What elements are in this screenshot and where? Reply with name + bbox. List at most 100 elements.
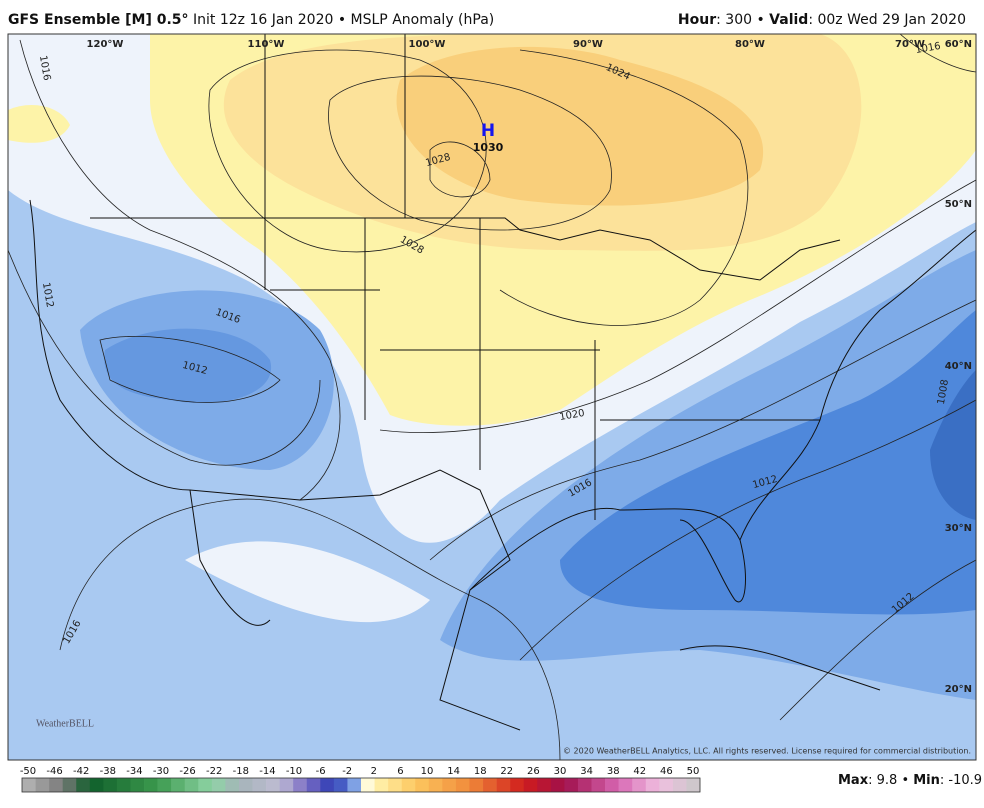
anomaly-orange: [396, 46, 764, 206]
colorbar-swatch: [103, 778, 118, 792]
colorbar-swatch: [279, 778, 294, 792]
colorbar-swatch: [211, 778, 226, 792]
copyright: © 2020 WeatherBELL Analytics, LLC. All r…: [563, 747, 971, 756]
contour-label: 1016: [37, 55, 52, 82]
colorbar-swatch: [184, 778, 199, 792]
latitude-label: 60°N: [945, 39, 972, 50]
contour-label: 1012: [40, 282, 55, 309]
colorbar-tick-label: -50: [20, 766, 36, 777]
longitude-label: 90°W: [573, 39, 603, 50]
colorbar-tick-label: -30: [153, 766, 169, 777]
colorbar-swatch: [171, 778, 186, 792]
header-left: GFS Ensemble [M] 0.5° Init 12z 16 Jan 20…: [8, 12, 494, 28]
colorbar-swatch: [35, 778, 50, 792]
colorbar-tick-label: 38: [607, 766, 620, 777]
colorbar-swatch: [455, 778, 470, 792]
colorbar-swatch: [510, 778, 525, 792]
colorbar-tick-label: -34: [126, 766, 142, 777]
colorbar-swatch: [564, 778, 579, 792]
latitude-label: 50°N: [945, 199, 972, 210]
colorbar-swatch: [116, 778, 131, 792]
latitude-label: 20°N: [945, 684, 972, 695]
colorbar-tick-label: -2: [342, 766, 352, 777]
max-sep: :: [868, 773, 877, 788]
pressure-center-letter: H: [481, 121, 495, 141]
hour-label: Hour: [677, 12, 717, 28]
contour-label: 1016: [915, 41, 942, 56]
colorbar-tick-label: 18: [474, 766, 487, 777]
colorbar-swatch: [374, 778, 389, 792]
colorbar-swatch: [442, 778, 457, 792]
colorbar-swatch: [537, 778, 552, 792]
colorbar-swatch: [130, 778, 145, 792]
borders: [29, 34, 976, 731]
colorbar-swatch: [672, 778, 687, 792]
colorbar-swatch: [605, 778, 619, 792]
colorbar-swatch: [333, 778, 348, 792]
colorbar-swatch: [225, 778, 240, 792]
colorbar-swatch: [523, 778, 538, 792]
colorbar-swatch: [198, 778, 213, 792]
colorbar-tick-label: 14: [447, 766, 460, 777]
colorbar-swatch: [76, 778, 91, 792]
colorbar-tick-label: 6: [397, 766, 403, 777]
min-sep: :: [940, 773, 949, 788]
title: GFS Ensemble [M] 0.5°: [8, 12, 189, 28]
anomaly-neutral: [185, 541, 430, 623]
valid-label: Valid: [769, 12, 809, 28]
colorbar-swatch: [62, 778, 77, 792]
colorbar-swatch: [320, 778, 335, 792]
colorbar-tick-label: 50: [687, 766, 700, 777]
min-label: Min: [913, 773, 940, 788]
colorbar-swatch: [618, 778, 633, 792]
colorbar-tick-label: 26: [527, 766, 540, 777]
colorbar-tick-label: 22: [500, 766, 513, 777]
colorbar-swatch: [157, 778, 172, 792]
colorbar-swatch: [388, 778, 402, 792]
colorbar-tick-label: -42: [73, 766, 89, 777]
colorbar-swatch: [238, 778, 253, 792]
colorbar-swatch: [144, 778, 158, 792]
colorbar-tick-label: -38: [100, 766, 116, 777]
colorbar-swatch: [483, 778, 497, 792]
colorbar-swatch: [252, 778, 267, 792]
pressure-center-value: 1030: [473, 141, 504, 154]
colorbar-tick-label: -18: [233, 766, 249, 777]
contours: [8, 34, 976, 760]
anomaly-blue: [104, 328, 272, 404]
longitude-label: 80°W: [735, 39, 765, 50]
anomaly-dark-blue: [560, 310, 976, 615]
colorbar-tick-label: 46: [660, 766, 673, 777]
colorbar-tick-label: 42: [633, 766, 646, 777]
colorbar-swatch: [266, 778, 280, 792]
colorbar-swatch: [591, 778, 606, 792]
colorbar-swatch: [361, 778, 375, 792]
colorbar-frame: [21, 777, 701, 793]
valid-text: : 00z Wed 29 Jan 2020: [808, 12, 966, 28]
mid-sep: •: [897, 773, 913, 788]
longitude-label: 120°W: [87, 39, 124, 50]
latitude-label: 30°N: [945, 523, 972, 534]
colorbar-swatch: [415, 778, 430, 792]
stats: Max: 9.8 • Min: -10.9: [838, 773, 982, 788]
map-frame: [7, 33, 977, 761]
min-value: -10.9: [948, 773, 982, 788]
longitude-label: 70°W: [895, 39, 925, 50]
max-label: Max: [838, 773, 869, 788]
colorbar-swatch: [645, 778, 660, 792]
header-right: Hour: 300 • Valid: 00z Wed 29 Jan 2020: [678, 12, 966, 28]
subtitle: Init 12z 16 Jan 2020 • MSLP Anomaly (hPa…: [193, 12, 495, 28]
colorbar-swatch: [632, 778, 647, 792]
colorbar-swatch: [49, 778, 63, 792]
colorbar: -50 -46 -42 -38 -34 -30 -26 -22 -18 -14 -10 -6 -2 2 6 1…: [20, 766, 701, 793]
colorbar-swatch: [469, 778, 484, 792]
colorbar-swatch: [22, 778, 36, 792]
colorbar-swatch: [306, 778, 321, 792]
colorbar-swatch: [347, 778, 362, 792]
colorbar-tick-label: 10: [421, 766, 434, 777]
colorbar-tick-label: -26: [179, 766, 195, 777]
map-shading: [8, 34, 976, 760]
colorbar-swatch: [659, 778, 674, 792]
